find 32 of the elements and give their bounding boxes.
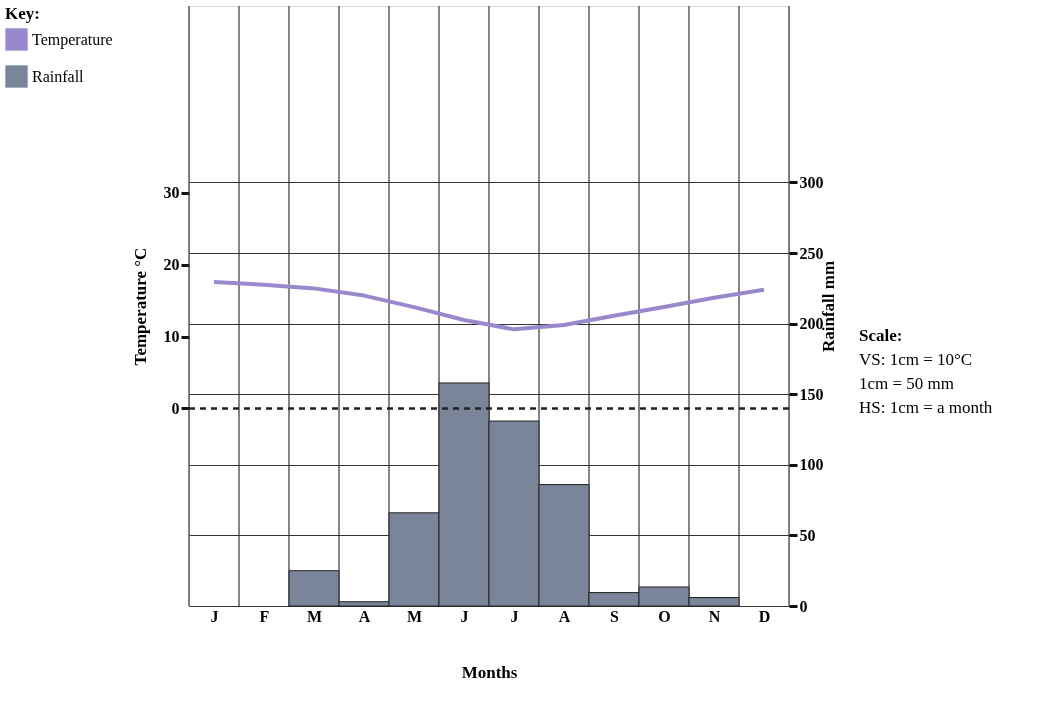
x-axis-title: Months xyxy=(461,662,518,682)
y2-tick-label: 250 xyxy=(799,244,824,262)
x-tick-label: O xyxy=(658,607,671,625)
text: VS: 1cm = 10°C xyxy=(859,350,973,369)
x-tick-label: S xyxy=(610,607,620,625)
legend-label: Rainfall xyxy=(32,67,85,85)
line-series xyxy=(212,279,766,332)
y2-tick-label: 50 xyxy=(799,526,816,544)
y-tick-label: 20 xyxy=(163,256,180,274)
x-tick-label: J xyxy=(210,607,219,625)
x-tick-label: J xyxy=(510,607,519,625)
x-tick-label: A xyxy=(558,607,571,625)
text: HS: 1cm = a month xyxy=(859,398,993,417)
x-tick-label: M xyxy=(406,607,423,625)
y-tick-label: 10 xyxy=(163,328,180,346)
y2-tick-label: 150 xyxy=(799,385,824,403)
legend-title: Key: xyxy=(5,4,40,23)
x-tick-label: A xyxy=(358,607,371,625)
x-tick-label: D xyxy=(758,607,771,625)
x-tick-label: M xyxy=(306,607,323,625)
legend-label: Temperature xyxy=(32,30,113,49)
y2-tick-label: 100 xyxy=(799,456,824,474)
x-tick-label: N xyxy=(708,607,721,625)
text: 1cm = 50 mm xyxy=(859,374,955,393)
x-tick-label: F xyxy=(259,607,270,625)
y-axis-title: Temperature °C xyxy=(130,247,150,366)
y2-tick-label: 300 xyxy=(799,173,824,191)
x-tick-label: J xyxy=(460,607,469,625)
y-tick-label: 30 xyxy=(163,184,180,202)
y-tick-label: 0 xyxy=(171,399,180,417)
y2-tick-label: 0 xyxy=(799,597,808,615)
text: Scale: xyxy=(859,326,903,345)
